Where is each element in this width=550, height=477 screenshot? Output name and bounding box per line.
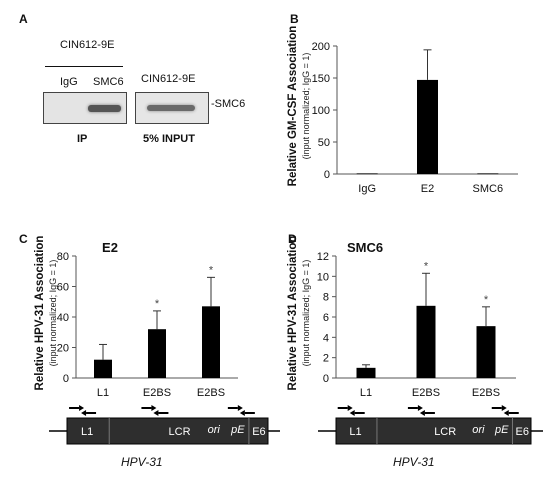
significance-marker: * <box>209 264 214 276</box>
panel-letter-b: B <box>290 12 299 26</box>
y-tick-label: 150 <box>312 73 330 85</box>
map-caption-smc6: HPV-31 <box>393 455 435 469</box>
y-tick-label: 8 <box>323 292 329 304</box>
ip-label: IP <box>77 133 88 145</box>
segment-label-pe: pE <box>230 424 245 436</box>
y-axis-title: Relative HPV-31 Association <box>34 236 46 391</box>
y-tick-label: 0 <box>324 169 330 181</box>
significance-marker: * <box>424 260 429 272</box>
chart-title: SMC6 <box>347 240 383 255</box>
primer-reverse-arrowhead <box>349 410 355 416</box>
ip-smc6-band <box>88 105 121 112</box>
lane-label-igg: IgG <box>60 76 78 88</box>
significance-marker: * <box>155 298 160 310</box>
panel-letter-a: A <box>19 12 28 26</box>
y-tick-label: 10 <box>317 271 329 283</box>
y-axis-subtitle: (input normalized; IgG = 1) <box>48 260 58 367</box>
x-tick-label: L1 <box>97 387 109 399</box>
bar <box>356 367 376 378</box>
bar <box>476 326 496 378</box>
primer-reverse-arrowhead <box>81 410 87 416</box>
smc6-band-label: -SMC6 <box>211 98 246 110</box>
input-smc6-band <box>147 105 195 111</box>
y-tick-label: 50 <box>318 137 330 149</box>
panel-letter-d: D <box>288 232 297 246</box>
primer-reverse-arrowhead <box>153 410 159 416</box>
primer-reverse-arrowhead <box>419 410 425 416</box>
panel-letter-c: C <box>19 232 28 246</box>
input-label: 5% INPUT <box>143 133 195 145</box>
segment-label-pe: pE <box>494 424 509 436</box>
significance-marker: * <box>484 294 489 306</box>
bar <box>202 306 220 378</box>
segment-label-ori: ori <box>472 424 485 436</box>
y-tick-label: 4 <box>323 332 329 344</box>
x-tick-label: E2BS <box>143 387 171 399</box>
cell-line-underline <box>45 66 123 67</box>
x-tick-label: E2BS <box>197 387 225 399</box>
bar <box>94 359 112 378</box>
y-tick-label: 100 <box>312 105 330 117</box>
chart-smc6: 0 2 4 6 8 10 12 L1 * E2BS * E2BS Relative HPV-31 Ass… <box>287 236 516 399</box>
segment-label-lcr: LCR <box>169 426 191 438</box>
segment-label-l1: L1 <box>81 426 93 438</box>
segment-label-e6: E6 <box>252 426 265 438</box>
bar <box>148 329 166 378</box>
lane-label-smc6: SMC6 <box>93 76 124 88</box>
x-tick-label: E2BS <box>412 387 440 399</box>
map-caption-e2: HPV-31 <box>121 455 163 469</box>
hpv31-map-e2: L1 LCR ori pE E6 <box>49 405 280 445</box>
chart-title: E2 <box>102 240 118 255</box>
primer-reverse-arrowhead <box>239 410 245 416</box>
primer-forward-arrowhead <box>417 405 423 411</box>
genome-box <box>335 417 532 445</box>
x-tick-label: E2BS <box>472 387 500 399</box>
segment-label-l1: L1 <box>349 426 361 438</box>
y-tick-label: 6 <box>323 312 329 324</box>
y-tick-label: 60 <box>57 282 69 294</box>
y-tick-label: 200 <box>312 41 330 53</box>
y-tick-label: 2 <box>323 353 329 365</box>
cell-line-label-input: CIN612-9E <box>141 73 196 85</box>
x-tick-label: L1 <box>360 387 372 399</box>
y-tick-label: 20 <box>57 343 69 355</box>
y-axis-subtitle: (input normalized; IgG = 1) <box>301 260 311 367</box>
segment-label-lcr: LCR <box>434 426 456 438</box>
input-blot <box>135 92 209 124</box>
bar <box>477 173 499 175</box>
y-axis-title: Relative GM-CSF Association <box>287 26 299 187</box>
x-tick-label: E2 <box>421 183 434 195</box>
ip-blot <box>43 92 127 124</box>
primer-forward-arrowhead <box>501 405 507 411</box>
y-axis-subtitle: (input normalized; IgG = 1) <box>301 53 311 160</box>
primer-reverse-arrowhead <box>503 410 509 416</box>
primer-forward-arrowhead <box>237 405 243 411</box>
cell-line-label-ip: CIN612-9E <box>60 39 115 51</box>
segment-label-ori: ori <box>208 424 221 436</box>
x-tick-label: SMC6 <box>473 183 504 195</box>
primer-forward-arrowhead <box>79 405 85 411</box>
y-tick-label: 80 <box>57 251 69 263</box>
y-axis-title: Relative HPV-31 Association <box>287 236 299 391</box>
bar <box>356 173 378 175</box>
primer-forward-arrowhead <box>347 405 353 411</box>
chart-gm-csf: 0 50 100 150 200 IgG E2 SMC6 Relative GM-CSF Ass… <box>287 26 518 195</box>
y-tick-label: 40 <box>57 312 69 324</box>
y-tick-label: 12 <box>317 251 329 263</box>
y-tick-label: 0 <box>323 373 329 385</box>
bar <box>416 305 436 378</box>
segment-label-e6: E6 <box>515 426 528 438</box>
hpv31-map-smc6: L1 LCR ori pE E6 <box>318 405 543 445</box>
primer-forward-arrowhead <box>151 405 157 411</box>
genome-box <box>66 417 269 445</box>
y-tick-label: 0 <box>63 373 69 385</box>
chart-e2: 0 20 40 60 80 L1 * E2BS * E2BS Relative HPV-31 Ass… <box>34 236 238 399</box>
bar <box>417 79 438 174</box>
x-tick-label: IgG <box>358 183 376 195</box>
